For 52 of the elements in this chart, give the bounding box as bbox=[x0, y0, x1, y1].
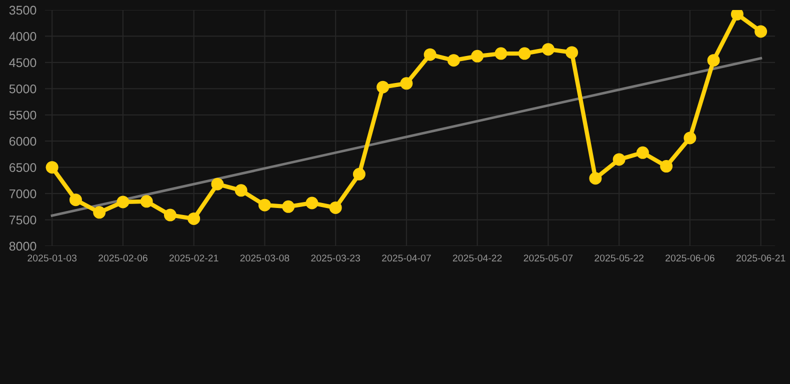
point bbox=[400, 77, 413, 90]
point bbox=[612, 153, 626, 166]
point bbox=[352, 168, 366, 180]
y-tick-label: 6500 bbox=[9, 163, 36, 172]
y-tick-label: 7000 bbox=[10, 189, 36, 198]
point bbox=[471, 50, 484, 62]
point bbox=[636, 146, 649, 159]
point bbox=[684, 132, 696, 144]
y-tick-label: 5000 bbox=[9, 84, 36, 94]
point bbox=[140, 195, 153, 208]
x-tick-label: 2025-01-03 bbox=[28, 254, 77, 262]
point bbox=[424, 48, 436, 61]
y-tick-label: 8000 bbox=[9, 242, 36, 251]
x-tick-label: 2025-03-23 bbox=[311, 254, 360, 262]
point bbox=[730, 10, 744, 20]
point bbox=[494, 47, 508, 60]
x-tick-label: 2025-06-06 bbox=[666, 254, 714, 262]
point bbox=[754, 25, 768, 38]
point bbox=[707, 54, 720, 67]
point bbox=[447, 54, 460, 67]
point bbox=[69, 194, 82, 206]
point bbox=[116, 196, 130, 208]
point bbox=[258, 198, 271, 212]
point bbox=[542, 43, 554, 56]
point bbox=[566, 46, 578, 59]
point bbox=[188, 212, 200, 225]
point bbox=[376, 80, 390, 94]
point bbox=[234, 184, 248, 197]
point bbox=[660, 160, 673, 173]
point bbox=[329, 201, 342, 214]
y-tick-label: 4500 bbox=[9, 58, 36, 68]
point bbox=[164, 208, 176, 222]
x-tick-label: 2025-05-07 bbox=[524, 254, 573, 262]
point bbox=[211, 178, 224, 190]
y-tick-label: 7500 bbox=[10, 216, 36, 224]
y-tick-label: 3500 bbox=[9, 6, 36, 15]
x-tick-label: 2025-05-22 bbox=[594, 254, 644, 262]
y-tick-label: 6000 bbox=[9, 136, 36, 146]
x-tick-label: 2025-03-08 bbox=[240, 254, 290, 262]
x-tick-label: 2025-04-22 bbox=[452, 254, 502, 262]
x-tick-label: 2025-02-21 bbox=[169, 254, 218, 262]
point bbox=[46, 161, 58, 174]
y-tick-label: 5500 bbox=[9, 110, 36, 120]
x-tick-label: 2025-04-07 bbox=[382, 254, 431, 262]
x-tick-label: 2025-02-06 bbox=[98, 254, 148, 262]
point bbox=[93, 206, 106, 219]
y-tick-label: 4000 bbox=[9, 32, 36, 41]
x-tick-label: 2025-06-21 bbox=[736, 254, 786, 262]
point bbox=[306, 196, 318, 210]
point bbox=[589, 172, 602, 185]
point bbox=[282, 200, 295, 213]
point bbox=[518, 47, 531, 60]
